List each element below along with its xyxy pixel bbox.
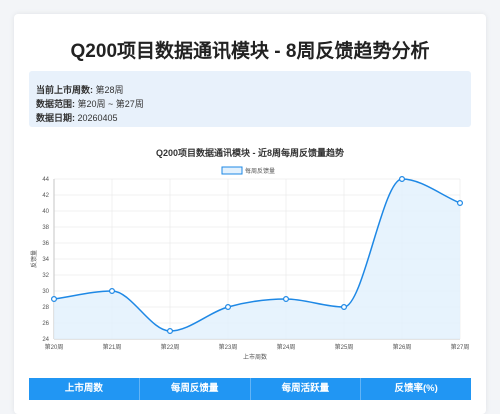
x-tick-label: 第27周 [451, 343, 470, 351]
data-point [167, 328, 174, 335]
x-axis-label: 上市周数 [243, 353, 267, 361]
series-area [54, 179, 460, 339]
info-value: 20260405 [77, 113, 118, 123]
line-chart: Q200项目数据通讯模块 - 近8周每周反馈量趋势 每周反馈量 24 26 28 30… [30, 147, 470, 361]
data-point [50, 296, 57, 303]
data-point [341, 304, 348, 311]
chart-legend[interactable]: 每周反馈量 [221, 166, 275, 175]
x-tick-label: 第23周 [219, 343, 238, 351]
info-panel: 当前上市周数: 第28周 数据范围: 第20周 ~ 第27周 数据日期: 202… [29, 71, 471, 127]
y-tick-label: 42 [42, 193, 49, 199]
column-header-week[interactable]: 上市周数 [29, 378, 140, 400]
y-tick-label: 30 [42, 289, 49, 295]
column-header-active[interactable]: 每周活跃量 [251, 378, 362, 400]
info-value: 第28周 [95, 85, 124, 95]
y-tick-label: 38 [42, 225, 49, 231]
chart-title: Q200项目数据通讯模块 - 近8周每周反馈量趋势 [156, 147, 344, 158]
legend-swatch [221, 166, 243, 175]
data-point [225, 304, 232, 311]
data-point [457, 200, 464, 207]
y-tick-label: 36 [42, 241, 49, 247]
column-header-feedback[interactable]: 每周反馈量 [140, 378, 251, 400]
y-tick-label: 44 [42, 177, 49, 183]
y-tick-label: 28 [42, 305, 49, 311]
legend-label: 每周反馈量 [245, 167, 275, 175]
data-table-header: 上市周数 每周反馈量 每周活跃量 反馈率(%) [29, 378, 471, 400]
y-tick-label: 32 [42, 273, 49, 279]
y-tick-label: 40 [42, 209, 49, 215]
y-tick-label: 34 [42, 257, 49, 263]
y-tick-label: 26 [42, 321, 49, 327]
x-tick-label: 第21周 [103, 343, 122, 351]
info-label: 当前上市周数: [36, 85, 93, 95]
info-line-date: 数据日期: 20260405 [36, 111, 118, 124]
series-line [53, 178, 461, 332]
x-tick-label: 第26周 [393, 343, 412, 351]
data-point [108, 288, 115, 295]
info-line-current-week: 当前上市周数: 第28周 [36, 83, 124, 96]
info-label: 数据日期: [36, 113, 75, 123]
info-label: 数据范围: [36, 99, 75, 109]
x-tick-label: 第22周 [161, 343, 180, 351]
x-tick-label: 第25周 [335, 343, 354, 351]
column-header-rate[interactable]: 反馈率(%) [394, 383, 438, 394]
x-tick-label: 第24周 [277, 343, 296, 351]
data-point [283, 296, 290, 303]
x-tick-label: 第20周 [45, 343, 64, 351]
info-line-range: 数据范围: 第20周 ~ 第27周 [36, 97, 144, 110]
info-value: 第20周 ~ 第27周 [77, 99, 144, 109]
data-point [399, 176, 406, 183]
y-axis-label: 反馈量 [30, 250, 38, 268]
page-title: Q200项目数据通讯模块 - 8周反馈趋势分析 [70, 41, 430, 62]
y-tick-label: 24 [42, 337, 49, 343]
